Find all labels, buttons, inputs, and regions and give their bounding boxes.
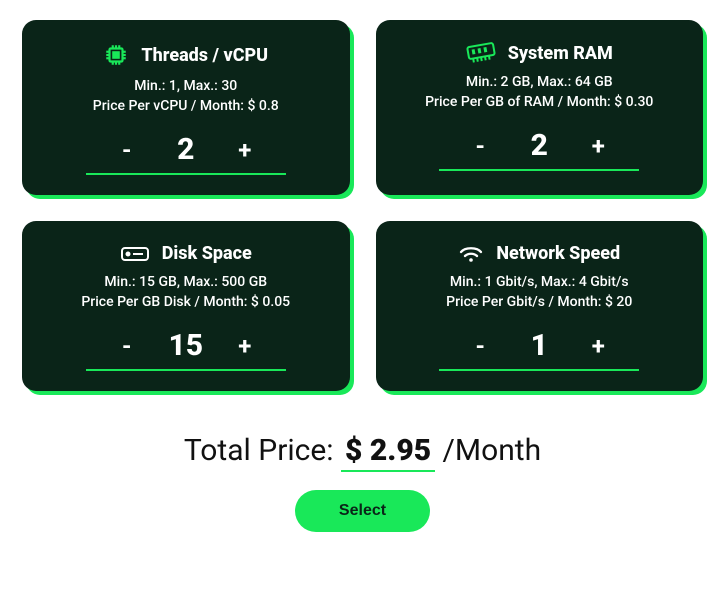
cpu-decrement-button[interactable]: - [112, 136, 142, 164]
card-disk-header: Disk Space [120, 243, 252, 264]
disk-value: 15 [164, 328, 208, 363]
cpu-increment-button[interactable]: + [230, 136, 260, 164]
card-network-header: Network Speed [458, 243, 620, 264]
network-decrement-button[interactable]: - [465, 332, 495, 360]
network-stepper: - 1 + [439, 328, 639, 371]
disk-stepper: - 15 + [86, 328, 286, 371]
total-price-suffix: /Month [435, 433, 541, 468]
card-network: Network Speed Min.: 1 Gbit/s, Max.: 4 Gb… [376, 221, 704, 391]
config-grid: Threads / vCPU Min.: 1, Max.: 30 Price P… [22, 20, 703, 391]
card-ram-header: System RAM [466, 42, 613, 64]
cpu-value: 2 [164, 132, 208, 167]
ram-increment-button[interactable]: + [583, 132, 613, 160]
card-ram-price: Price Per GB of RAM / Month: $ 0.30 [425, 94, 653, 110]
total-price-amount: $ 2.95 [341, 433, 435, 472]
card-cpu-header: Threads / vCPU [103, 42, 268, 68]
network-increment-button[interactable]: + [583, 332, 613, 360]
card-network-title: Network Speed [496, 243, 620, 264]
disk-icon [120, 244, 150, 264]
total-price-label: Total Price: [184, 433, 341, 468]
ram-icon [466, 42, 496, 64]
wifi-icon [458, 244, 484, 264]
disk-increment-button[interactable]: + [230, 332, 260, 360]
card-ram-title: System RAM [508, 43, 613, 64]
card-cpu-minmax: Min.: 1, Max.: 30 [134, 78, 237, 94]
card-ram: System RAM Min.: 2 GB, Max.: 64 GB Price… [376, 20, 704, 195]
card-network-price: Price Per Gbit/s / Month: $ 20 [446, 294, 632, 310]
network-value: 1 [517, 328, 561, 363]
card-cpu: Threads / vCPU Min.: 1, Max.: 30 Price P… [22, 20, 350, 195]
disk-decrement-button[interactable]: - [112, 332, 142, 360]
card-cpu-title: Threads / vCPU [141, 45, 268, 66]
cpu-stepper: - 2 + [86, 132, 286, 175]
card-ram-minmax: Min.: 2 GB, Max.: 64 GB [466, 74, 613, 90]
card-cpu-price: Price Per vCPU / Month: $ 0.8 [93, 98, 279, 114]
ram-value: 2 [517, 128, 561, 163]
ram-stepper: - 2 + [439, 128, 639, 171]
card-network-minmax: Min.: 1 Gbit/s, Max.: 4 Gbit/s [450, 274, 629, 290]
cpu-icon [103, 42, 129, 68]
select-row: Select [22, 490, 703, 532]
select-button[interactable]: Select [295, 490, 430, 532]
card-disk-title: Disk Space [162, 243, 252, 264]
total-price-row: Total Price: $ 2.95 /Month [22, 433, 703, 472]
ram-decrement-button[interactable]: - [465, 132, 495, 160]
card-disk-price: Price Per GB Disk / Month: $ 0.05 [81, 294, 290, 310]
card-disk: Disk Space Min.: 15 GB, Max.: 500 GB Pri… [22, 221, 350, 391]
card-disk-minmax: Min.: 15 GB, Max.: 500 GB [104, 274, 267, 290]
